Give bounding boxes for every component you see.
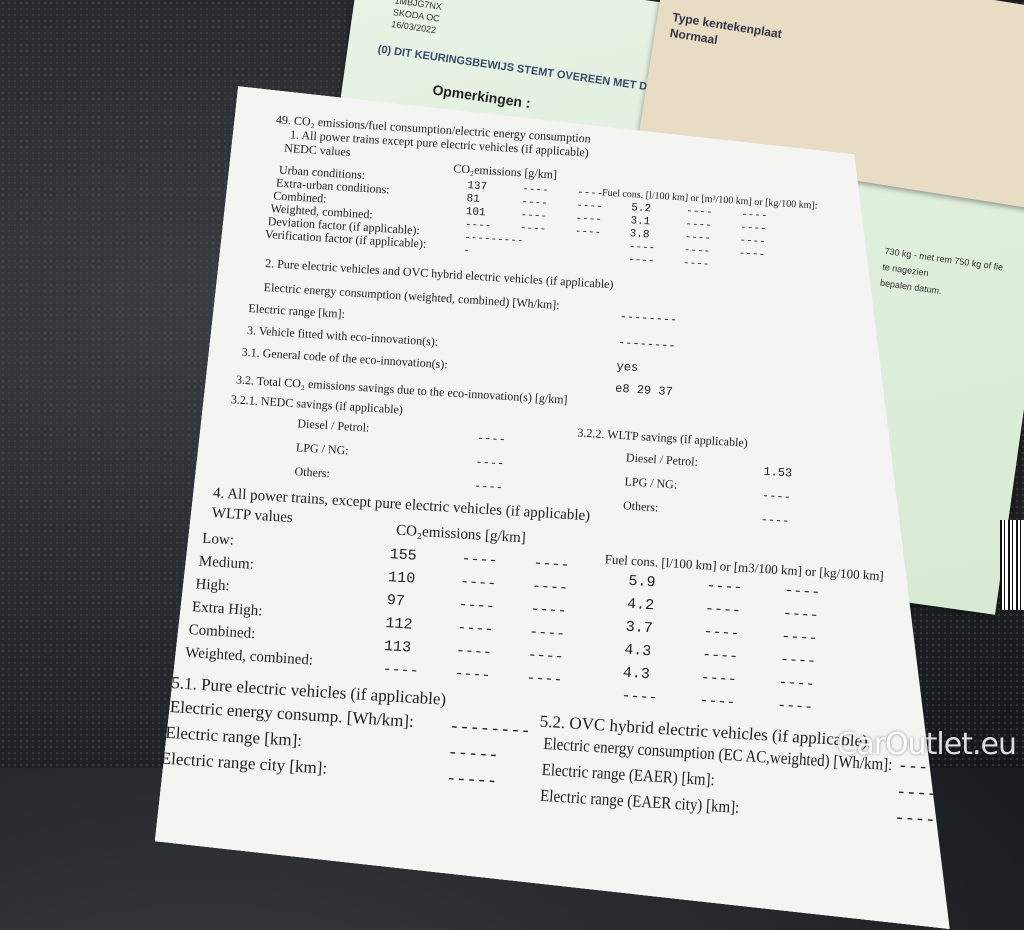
caroutlet-watermark-logo: CarOutlet.eu	[836, 727, 1017, 762]
wltp-savings-label: LPG / NG:	[624, 474, 678, 492]
wltp-co2-value: 155	[389, 546, 418, 565]
wltp-co2-value: 97	[386, 592, 406, 611]
nedc-co2-value: ----	[574, 225, 602, 240]
wltp-row-label: Low:	[201, 530, 235, 549]
wltp-fuel-value: ----	[705, 577, 743, 597]
nedc-savings-label: Others:	[294, 464, 331, 481]
wltp-fuel-value: ----	[779, 651, 817, 671]
wltp-co2-value: ----	[458, 596, 496, 616]
nedc-fuel-value: ----	[739, 234, 767, 249]
wltp-row-label: Combined:	[188, 622, 256, 643]
wltp-co2-value: ----	[531, 577, 569, 598]
nedc-fuel-value: 3.8	[629, 228, 650, 242]
wltp-co2-value: ----	[528, 623, 566, 643]
nedc-co2-value: ---------	[463, 232, 524, 248]
nedc-co2-value: ----	[521, 196, 549, 211]
wltp-co2-value: 110	[387, 569, 416, 588]
nedc-fuel-value: ----	[739, 221, 767, 236]
wltp-fuel-value: ----	[703, 623, 741, 643]
pev-row-value: -----	[447, 744, 500, 767]
nedc-co2-value: 101	[465, 206, 486, 220]
ovc-row-value: -----	[895, 783, 948, 806]
nedc-savings-value: ----	[476, 431, 507, 447]
wltp-co2-value: ----	[527, 646, 565, 666]
wltp-row-label: Medium:	[198, 553, 255, 573]
nedc-co2-value: ----	[575, 212, 603, 227]
wltp-fuel-value: 4.3	[622, 664, 651, 684]
ovc-row-value: -----	[893, 809, 946, 832]
wltp-co2-value: ----	[459, 573, 497, 593]
nedc-fuel-value: ----	[684, 231, 712, 246]
nedc-fuel-value: ----	[683, 244, 711, 259]
nedc-co2-value: 81	[466, 193, 481, 206]
nedc-co2-value: ----	[576, 186, 604, 201]
wltp-co2-value: 113	[383, 637, 412, 657]
wltp-co2-value: ----	[455, 642, 493, 662]
wltp-co2-value: ----	[456, 619, 494, 639]
wltp-row-label: Extra High:	[191, 599, 263, 620]
ovc-row-label: Electric range (EAER city) [km]:	[539, 785, 740, 817]
wltp-fuel-value: ----	[782, 605, 820, 625]
nedc-co2-value: -	[462, 245, 471, 258]
nedc-co2-value: ----	[521, 183, 549, 198]
nedc-co2-value: ----	[520, 209, 548, 224]
nedc-co2-value: ----	[519, 222, 547, 237]
wltp-co2-value: ----	[382, 660, 420, 681]
wltp-co2-value: ----	[525, 669, 563, 689]
nedc-savings-label: Diesel / Petrol:	[297, 416, 370, 435]
nedc-fuel-value: ----	[628, 241, 656, 255]
wltp-savings-value: 1.53	[763, 464, 793, 481]
wltp-fuel-value: ----	[704, 600, 742, 620]
wltp-co2-value: ----	[530, 600, 568, 621]
wltp-savings-value: ----	[760, 512, 790, 529]
nedc-savings-label: LPG / NG:	[295, 440, 350, 458]
barcode	[1000, 520, 1024, 610]
pev-row-label: Electric range [km]:	[164, 722, 303, 751]
wltp-fuel-value: 5.9	[627, 572, 656, 592]
nedc-fuel-value: ----	[685, 205, 713, 220]
pev-row-label: Electric range city [km]:	[160, 748, 328, 778]
nedc-co2-value: 137	[466, 180, 488, 194]
nedc-fuel-value: 5.2	[630, 202, 652, 216]
wltp-row-label: High:	[195, 576, 231, 595]
nedc-fuel-value: ----	[682, 257, 710, 272]
wltp-fuel-value: ----	[783, 582, 821, 602]
wltp-row-label: Weighted, combined:	[184, 644, 314, 669]
wltp-fuel-value: 3.7	[625, 618, 654, 638]
wltp-fuel-value: ----	[620, 687, 658, 707]
pev-row-value: -----	[445, 770, 498, 793]
nedc-co2-value: ----	[464, 219, 492, 233]
wltp-fuel-value: ----	[776, 697, 814, 717]
wltp-fuel-value: ----	[778, 674, 816, 694]
wltp-fuel-value: ----	[698, 692, 736, 712]
wltp-fuel-value: ----	[700, 669, 738, 689]
nedc-savings-value: ----	[473, 479, 504, 495]
wltp-fuel-value: 4.3	[623, 641, 652, 661]
nedc-fuel-value: 3.1	[630, 215, 651, 229]
nedc-fuel-value: ----	[627, 254, 655, 268]
wltp-fuel-value: ----	[780, 628, 818, 648]
ovc-row-label: Electric range (EAER) [km]:	[541, 759, 716, 790]
wltp-fuel-value: ----	[701, 646, 739, 666]
wltp-savings-label: Diesel / Petrol:	[625, 450, 699, 469]
wltp-co2-value: 112	[384, 615, 413, 634]
wltp-fuel-value: 4.2	[626, 595, 655, 615]
nedc-savings-value: ----	[475, 455, 505, 471]
wltp-co2-value: ----	[532, 554, 570, 575]
wltp-co2-value: ----	[453, 665, 491, 685]
nedc-fuel-value: ----	[685, 218, 713, 233]
wltp-co2-value: ----	[461, 550, 499, 570]
wltp-savings-title: 3.2.2. WLTP savings (if applicable)	[577, 425, 749, 450]
wltp-savings-value: ----	[761, 488, 792, 505]
wltp-savings-label: Others:	[622, 498, 659, 515]
nedc-fuel-value: ----	[740, 208, 768, 223]
pev-row-value: --------	[448, 718, 532, 743]
nedc-fuel-value: ----	[738, 247, 766, 262]
nedc-co2-value: ----	[575, 199, 604, 214]
